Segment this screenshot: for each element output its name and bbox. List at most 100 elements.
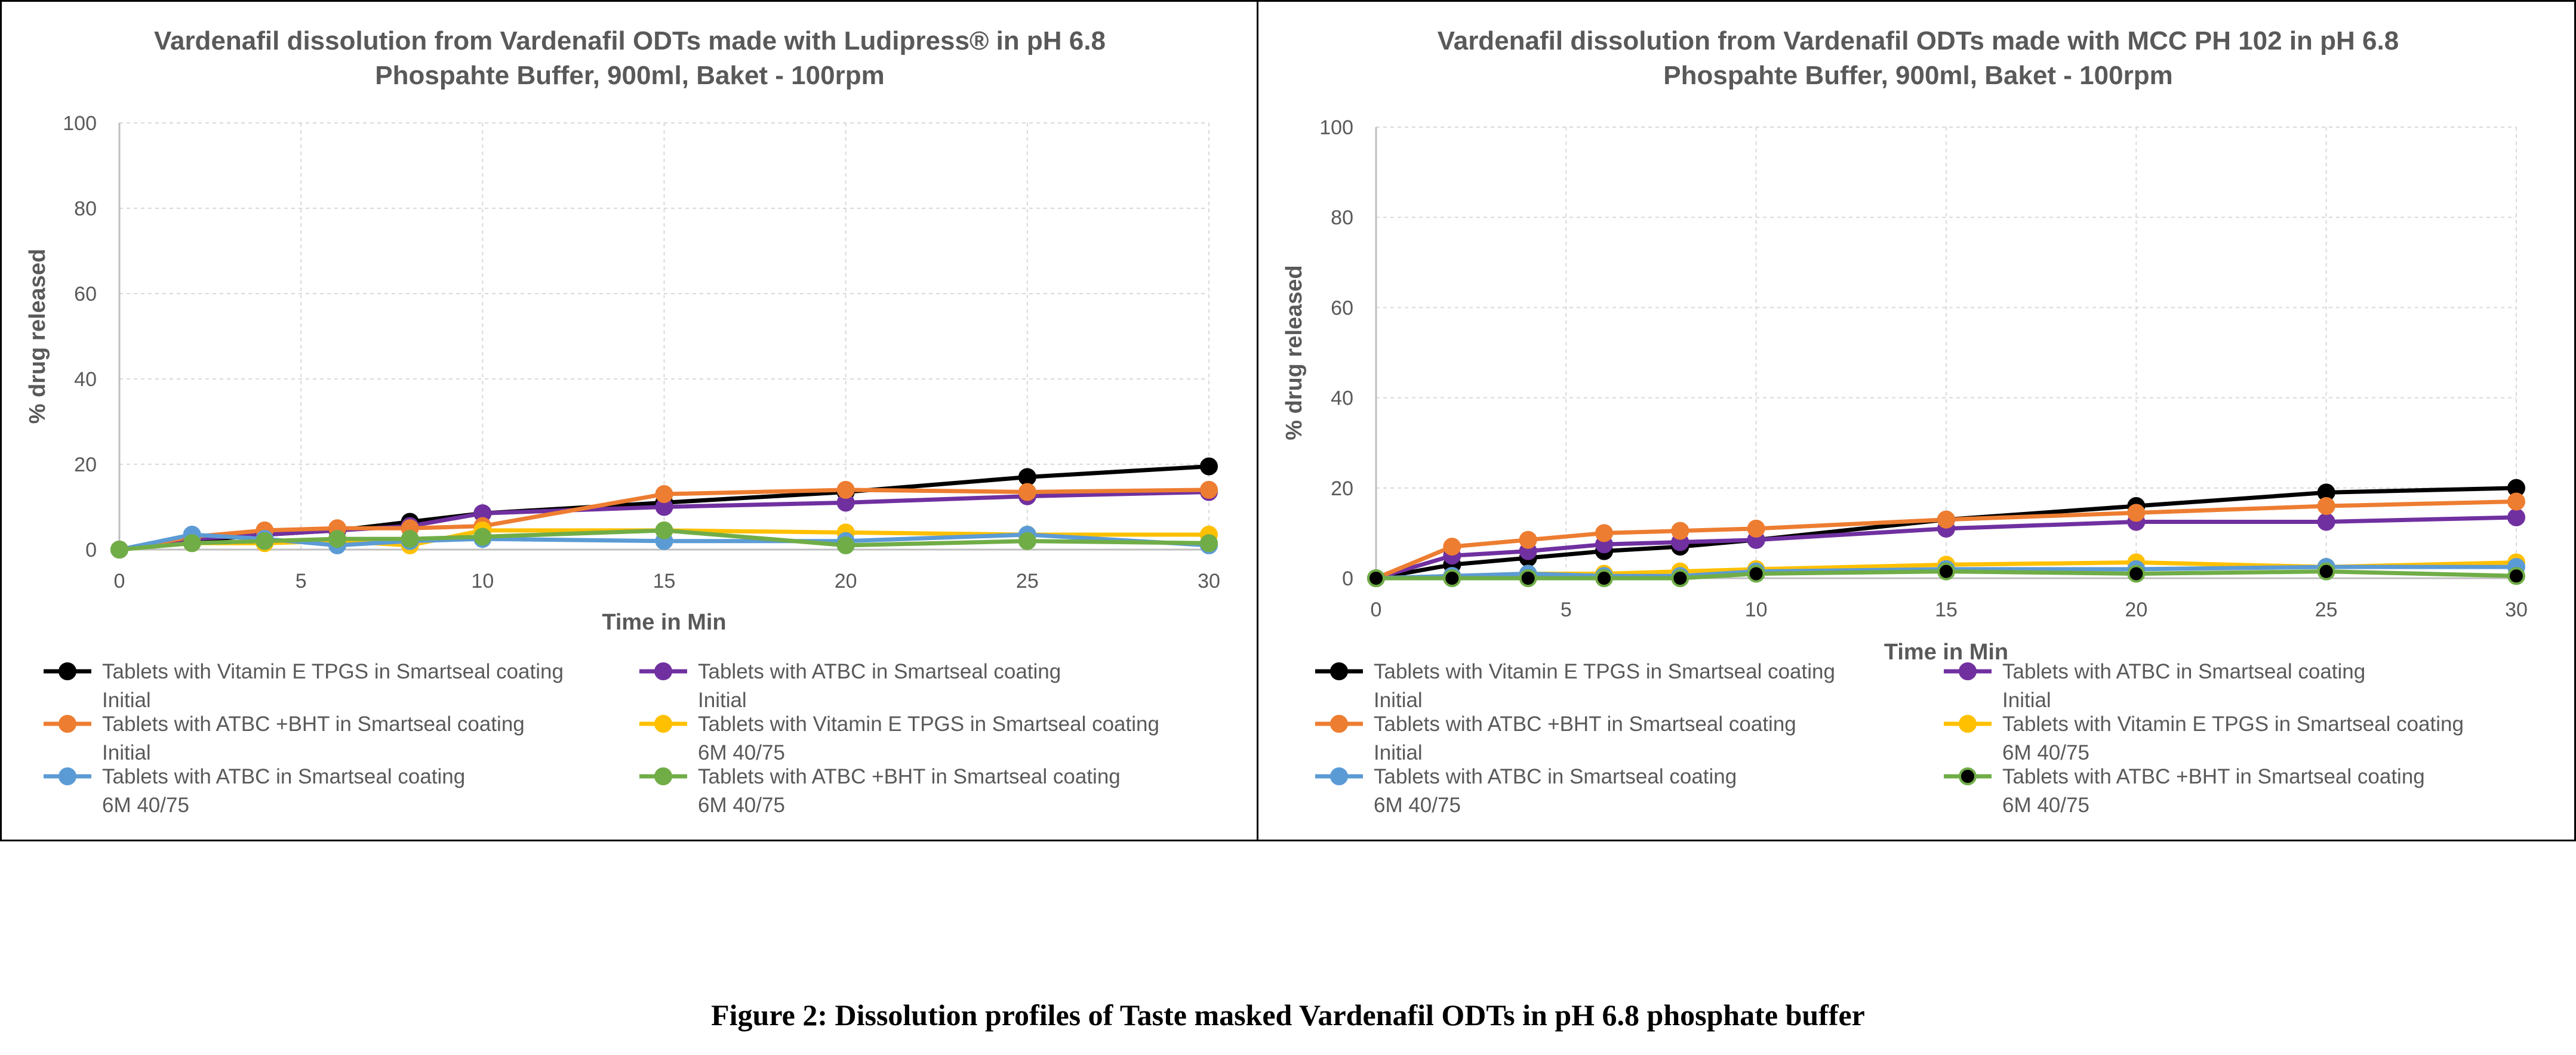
series-line: [119, 488, 1209, 552]
data-point: [836, 480, 855, 499]
series-line: [119, 528, 1209, 552]
legend-swatch-marker: [1959, 767, 1977, 785]
data-point: [1747, 564, 1765, 583]
chart-title-line: Vardenafil dissolution from Vardenafil O…: [1438, 26, 2399, 55]
series-line: [1375, 486, 2517, 581]
data-point: [1519, 530, 1537, 549]
legend-entry-label: Tablets with ATBC in Smartseal coating: [698, 660, 1061, 683]
legend-entry-label: Initial: [2002, 689, 2051, 712]
legend-swatch-marker: [59, 715, 76, 733]
legend-entry-label: Initial: [1374, 741, 1423, 764]
data-point: [183, 534, 201, 553]
legend-entry-label: Tablets with Vitamin E TPGS in Smartseal…: [1374, 660, 1835, 683]
legend-entry-label: 6M 40/75: [698, 741, 785, 764]
legend-swatch-marker: [654, 767, 672, 785]
y-tick-label: 40: [74, 368, 97, 391]
legend-swatch-marker: [59, 767, 76, 785]
y-tick-label: 0: [85, 539, 97, 562]
x-tick-label: 0: [114, 570, 125, 593]
x-tick-label: 30: [2505, 599, 2528, 621]
data-point: [1018, 468, 1036, 486]
x-tick-label: 25: [1016, 570, 1039, 593]
legend-entry-label: 6M 40/75: [698, 794, 785, 817]
data-point: [328, 530, 346, 548]
legend-entry-label: 6M 40/75: [1374, 794, 1461, 817]
legend-swatch-marker: [1330, 662, 1348, 680]
chart-panel-ludipress: Vardenafil dissolution from Vardenafil O…: [0, 0, 1258, 841]
data-point: [1519, 569, 1537, 587]
data-point: [1443, 538, 1461, 556]
data-point: [836, 536, 855, 554]
y-tick-label: 60: [1331, 297, 1353, 319]
y-tick-label: 100: [1319, 116, 1353, 139]
legend-entry-label: Tablets with Vitamin E TPGS in Smartseal…: [698, 712, 1159, 736]
x-tick-label: 20: [2125, 599, 2147, 621]
legend-entry-label: Initial: [102, 689, 151, 712]
x-tick-label: 5: [1561, 599, 1572, 621]
data-point: [1595, 524, 1613, 542]
data-point: [655, 521, 673, 539]
data-point: [256, 532, 274, 550]
figure-caption: Figure 2: Dissolution profiles of Taste …: [711, 998, 1865, 1032]
data-point: [1671, 569, 1689, 587]
x-tick-label: 5: [296, 570, 307, 593]
x-tick-label: 10: [1745, 599, 1768, 621]
legend-entry-label: 6M 40/75: [102, 794, 189, 817]
data-point: [1443, 569, 1461, 587]
series-line: [119, 532, 1209, 552]
y-axis-title: % drug released: [25, 249, 50, 424]
x-tick-label: 0: [1371, 599, 1382, 621]
legend-entry-label: Initial: [698, 689, 747, 712]
x-tick-label: 15: [1935, 599, 1958, 621]
legend-swatch-marker: [654, 715, 672, 733]
y-tick-label: 80: [74, 198, 97, 220]
data-point: [2507, 508, 2525, 526]
data-point: [1018, 483, 1036, 501]
legend-entry-label: Tablets with ATBC +BHT in Smartseal coat…: [102, 712, 525, 736]
data-point: [1367, 569, 1385, 587]
series-line: [1376, 569, 2517, 581]
legend-entry-label: Tablets with ATBC in Smartseal coating: [102, 765, 465, 788]
legend-entry-label: Initial: [102, 741, 151, 764]
data-point: [473, 528, 492, 546]
chart-title-line: Vardenafil dissolution from Vardenafil O…: [154, 26, 1106, 55]
x-tick-label: 25: [2315, 599, 2338, 621]
data-point: [110, 541, 128, 559]
data-point: [2317, 513, 2335, 531]
data-point: [1671, 522, 1689, 540]
data-point: [2317, 562, 2335, 581]
data-point: [2507, 567, 2525, 585]
data-point: [1018, 532, 1036, 550]
legend-entry-label: Tablets with ATBC +BHT in Smartseal coat…: [2002, 765, 2425, 788]
legend-entry-label: Tablets with Vitamin E TPGS in Smartseal…: [102, 660, 564, 683]
data-point: [2317, 497, 2335, 516]
x-tick-label: 15: [653, 570, 676, 593]
legend-entry-label: Tablets with ATBC +BHT in Smartseal coat…: [698, 765, 1121, 788]
y-tick-label: 80: [1331, 206, 1353, 229]
chart-title-line: Phospahte Buffer, 900ml, Baket - 100rpm: [1663, 61, 2172, 90]
y-tick-label: 0: [1342, 567, 1353, 590]
y-tick-label: 60: [74, 283, 97, 306]
legend-entry-label: Tablets with ATBC in Smartseal coating: [1374, 765, 1737, 788]
series-line: [1375, 515, 2517, 581]
y-tick-label: 20: [1331, 477, 1353, 500]
data-point: [2507, 492, 2525, 511]
y-axis-title: % drug released: [1282, 265, 1307, 440]
legend-swatch-marker: [1330, 715, 1348, 733]
legend-swatch-marker: [1330, 767, 1348, 785]
x-axis-title: Time in Min: [1884, 640, 2008, 665]
chart-title-line: Phospahte Buffer, 900ml, Baket - 100rpm: [375, 61, 884, 90]
y-tick-label: 100: [63, 112, 97, 135]
data-point: [401, 530, 419, 548]
chart-panel-mcc: Vardenafil dissolution from Vardenafil O…: [1257, 0, 2576, 841]
legend-swatch-marker: [1959, 662, 1977, 680]
legend-entry-label: 6M 40/75: [2002, 741, 2089, 764]
legend-swatch-marker: [59, 662, 76, 680]
legend-entry-label: Tablets with ATBC +BHT in Smartseal coat…: [1374, 712, 1796, 736]
legend-swatch-marker: [1959, 715, 1977, 733]
data-point: [655, 485, 673, 504]
legend-entry-label: Tablets with ATBC in Smartseal coating: [2002, 660, 2365, 683]
x-axis-title: Time in Min: [602, 610, 726, 635]
series-line: [1375, 564, 2516, 581]
data-point: [1595, 569, 1613, 587]
